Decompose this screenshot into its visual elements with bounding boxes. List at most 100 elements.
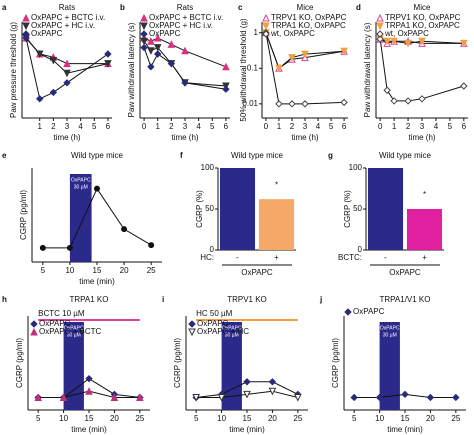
panel-letter: f [180, 151, 183, 160]
x-tick-label: + [274, 253, 279, 262]
marker [39, 244, 46, 251]
y-axis-label: Paw pressure threshold (g) [9, 22, 18, 118]
marker [148, 242, 155, 249]
marker [140, 13, 148, 22]
legend-label: OxPAPC [39, 319, 71, 328]
marker [85, 374, 93, 383]
marker [147, 47, 155, 55]
legend-label: OxPAPC + BCTC [39, 327, 102, 336]
x-tick-label: 1 [156, 122, 161, 131]
stimulus-label: 30 µM [225, 332, 239, 338]
legend-label: OxPAPC + HC i.v. [149, 21, 213, 30]
x-tick-label: 6 [462, 122, 467, 131]
marker [188, 328, 196, 337]
marker [401, 390, 409, 399]
marker [376, 13, 384, 22]
series-line [25, 37, 109, 100]
x-tick-label: 0 [378, 122, 383, 131]
marker [217, 393, 226, 402]
marker [390, 37, 398, 46]
marker [452, 393, 460, 402]
marker [104, 50, 112, 58]
x-tick-label: 3 [420, 122, 425, 131]
stimulus-box [69, 174, 92, 262]
x-tick-label: 20 [120, 266, 129, 275]
panel-title: Wild type mice [71, 151, 124, 160]
marker [121, 226, 128, 233]
panel: j TRPA1/V1 KO CGRP (pg/ml) 5 10 15 20 25 time (m… [319, 295, 466, 434]
x-tick-label: 15 [85, 414, 94, 423]
marker [49, 56, 58, 65]
marker [110, 393, 119, 401]
marker [418, 95, 426, 103]
panel-title: TRPA1/V1 KO [380, 295, 431, 304]
marker [30, 320, 38, 328]
legend-label: OxPAPC + HC i.v. [31, 21, 95, 30]
legend-label: OxPAPC [353, 307, 385, 316]
marker [262, 30, 270, 38]
marker [154, 50, 162, 58]
marker [301, 50, 309, 59]
marker [460, 82, 468, 90]
x-axis-label: time (h) [171, 133, 198, 142]
marker [275, 64, 283, 73]
marker [426, 393, 435, 402]
y-axis-label: CGRP (%) [195, 190, 204, 228]
marker [460, 39, 468, 48]
treatment-label: BCTC 10 µM [38, 309, 85, 318]
marker [376, 22, 384, 31]
series-line [143, 47, 226, 90]
marker [34, 393, 42, 401]
x-tick-label: 4 [434, 122, 439, 131]
marker [301, 100, 309, 108]
x-tick-label: - [236, 253, 239, 262]
marker [153, 44, 162, 52]
y-axis-label: CGRP (pg/ml) [19, 190, 28, 240]
x-tick-label: 6 [106, 122, 111, 131]
panel: e Wild type mice CGRP (pg/ml) 5 10 15 20 25 time… [2, 151, 162, 286]
marker [140, 30, 148, 38]
marker [294, 393, 302, 402]
marker [66, 244, 73, 251]
x-tick-label: 1 [277, 122, 282, 131]
y-axis-label: Paw withdrawal latency (s) [363, 22, 372, 117]
y-tick-label: 100 [349, 163, 363, 172]
marker [262, 22, 270, 31]
y-tick-label: 100 [201, 163, 215, 172]
legend-label: OxPAPC + HC [197, 327, 249, 336]
legend-label: OxPAPC + BCTC i.v. [31, 13, 105, 22]
x-tick-label: 10 [217, 414, 226, 423]
x-tick-label: 5 [36, 414, 41, 423]
x-tick-label: - [384, 253, 387, 262]
marker [36, 95, 44, 103]
x-tick-label: 5 [329, 122, 334, 131]
x-tick-label: 15 [401, 414, 410, 423]
panel-letter: b [120, 3, 125, 12]
x-axis-label: time (min) [71, 425, 107, 434]
x-axis-label: time (h) [408, 133, 435, 142]
x-tick-label: 10 [59, 414, 68, 423]
y-axis-label: 50% withdrawal threshold (g) [239, 18, 248, 121]
group-label: OxPAPC [241, 268, 273, 277]
panel-letter: h [2, 295, 7, 304]
marker [375, 393, 384, 402]
x-tick-label: 4 [78, 122, 83, 131]
marker [147, 63, 155, 71]
marker [22, 34, 30, 42]
panel-letter: c [238, 3, 243, 12]
marker [94, 185, 100, 192]
marker [104, 60, 112, 68]
x-axis-label: time (h) [291, 133, 318, 142]
stimulus-label: 30 µM [74, 184, 88, 190]
x-tick-label: + [422, 253, 427, 262]
x-tick-label: 5 [92, 122, 97, 131]
panel-title: Rats [59, 3, 75, 12]
marker [288, 100, 296, 108]
x-tick-label: 0 [264, 122, 269, 131]
stimulus-box [379, 322, 400, 410]
x-tick-label: 15 [93, 266, 102, 275]
x-tick-label: 10 [375, 414, 384, 423]
marker [140, 22, 148, 31]
marker [49, 88, 58, 97]
